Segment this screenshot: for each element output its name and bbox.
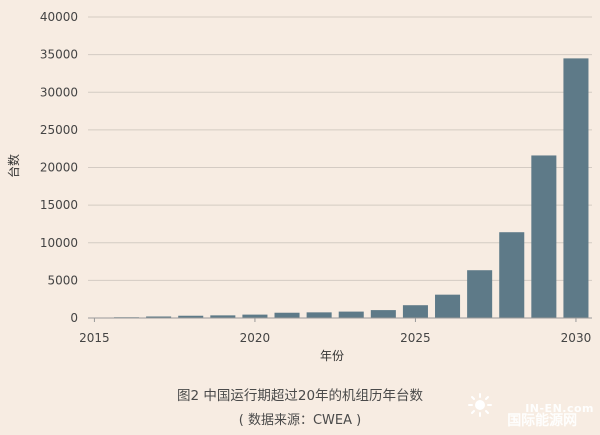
bar-2019	[210, 315, 236, 318]
y-axis-label: 台数	[6, 154, 21, 178]
y-tick-label: 35000	[40, 48, 78, 62]
figure-caption: 图2 中国运行期超过20年的机组历年台数	[176, 388, 424, 404]
bar-2026	[435, 294, 461, 318]
y-tick-label: 30000	[40, 85, 78, 99]
y-tick-label: 0	[70, 311, 78, 325]
x-tick-label: 2025	[400, 331, 431, 345]
bar-2020	[242, 314, 268, 318]
bar-2025	[402, 305, 428, 318]
sun-logo-icon	[468, 393, 492, 417]
y-tick-label: 5000	[47, 273, 78, 287]
x-tick-label: 2030	[561, 331, 592, 345]
x-tick-label: 2020	[240, 331, 271, 345]
y-tick-label: 40000	[40, 10, 78, 24]
y-tick-label: 15000	[40, 198, 78, 212]
bar-2030	[563, 58, 589, 318]
y-tick-label: 25000	[40, 123, 78, 137]
bar-2022	[306, 312, 332, 318]
source-note: ( 数据来源：CWEA )	[238, 413, 362, 428]
bar-2027	[467, 270, 493, 318]
grid-lines	[88, 16, 592, 319]
watermark-name: 国际能源网	[507, 413, 578, 430]
y-tick-label: 10000	[40, 236, 78, 250]
axes: 0 5000 10000 15000 20000 25000 30000 35000 40000…	[40, 10, 592, 345]
x-tick-label: 2015	[79, 331, 110, 345]
bar-2029	[531, 155, 557, 318]
bar-chart: 0 5000 10000 15000 20000 25000 30000 35000 40000…	[6, 10, 592, 363]
y-tick-label: 20000	[40, 161, 78, 175]
x-axis-label: 年份	[320, 349, 344, 363]
watermark-url: IN-EN.com	[525, 401, 594, 415]
bar-2024	[370, 310, 396, 318]
bar-2021	[274, 312, 300, 318]
bar-2023	[338, 311, 364, 318]
bar-2017	[146, 316, 172, 318]
watermark: IN-EN.com 国际能源网	[507, 403, 594, 429]
bar-2028	[499, 232, 525, 318]
bar-2018	[178, 315, 204, 318]
bars	[114, 58, 589, 318]
